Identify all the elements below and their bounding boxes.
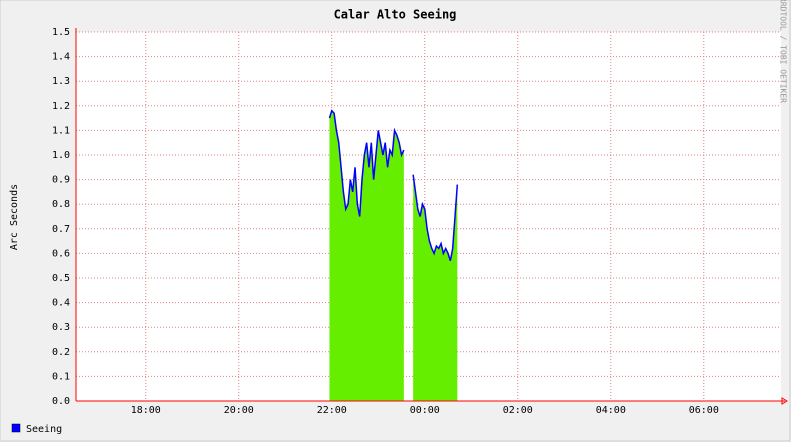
watermark: RRDTOOL / TOBI OETIKER bbox=[779, 0, 788, 103]
x-tick-label: 06:00 bbox=[689, 405, 719, 416]
x-axis-arrow bbox=[781, 397, 788, 405]
y-tick-label: 1.0 bbox=[52, 150, 70, 161]
y-tick-label: 0.2 bbox=[52, 347, 70, 358]
x-tick-label: 04:00 bbox=[596, 405, 626, 416]
x-tick-label: 18:00 bbox=[131, 405, 161, 416]
x-tick-label: 00:00 bbox=[410, 405, 440, 416]
y-tick-label: 0.7 bbox=[52, 224, 70, 235]
y-tick-label: 0.3 bbox=[52, 322, 70, 333]
area bbox=[413, 174, 458, 401]
y-tick-label: 1.2 bbox=[52, 101, 70, 112]
y-tick-label: 1.5 bbox=[52, 27, 70, 38]
y-tick-label: 1.1 bbox=[52, 125, 70, 136]
y-tick-label: 0.6 bbox=[52, 248, 70, 259]
legend-label: Seeing bbox=[26, 424, 62, 435]
area bbox=[329, 110, 404, 401]
y-tick-label: 0.0 bbox=[52, 396, 70, 407]
y-tick-label: 0.9 bbox=[52, 175, 70, 186]
legend-swatch bbox=[11, 423, 21, 433]
line bbox=[328, 109, 459, 262]
y-tick-label: 0.8 bbox=[52, 199, 70, 210]
chart-title: Calar Alto Seeing bbox=[334, 8, 457, 22]
y-axis-label: Arc Seconds bbox=[9, 184, 20, 250]
x-tick-label: 20:00 bbox=[224, 405, 254, 416]
x-tick-label: 22:00 bbox=[317, 405, 347, 416]
y-tick-label: 0.4 bbox=[52, 298, 70, 309]
x-tick-label: 02:00 bbox=[503, 405, 533, 416]
y-tick-label: 1.4 bbox=[52, 52, 70, 63]
y-tick-label: 0.5 bbox=[52, 273, 70, 284]
y-tick-label: 0.1 bbox=[52, 371, 70, 382]
y-tick-label: 1.3 bbox=[52, 76, 70, 87]
